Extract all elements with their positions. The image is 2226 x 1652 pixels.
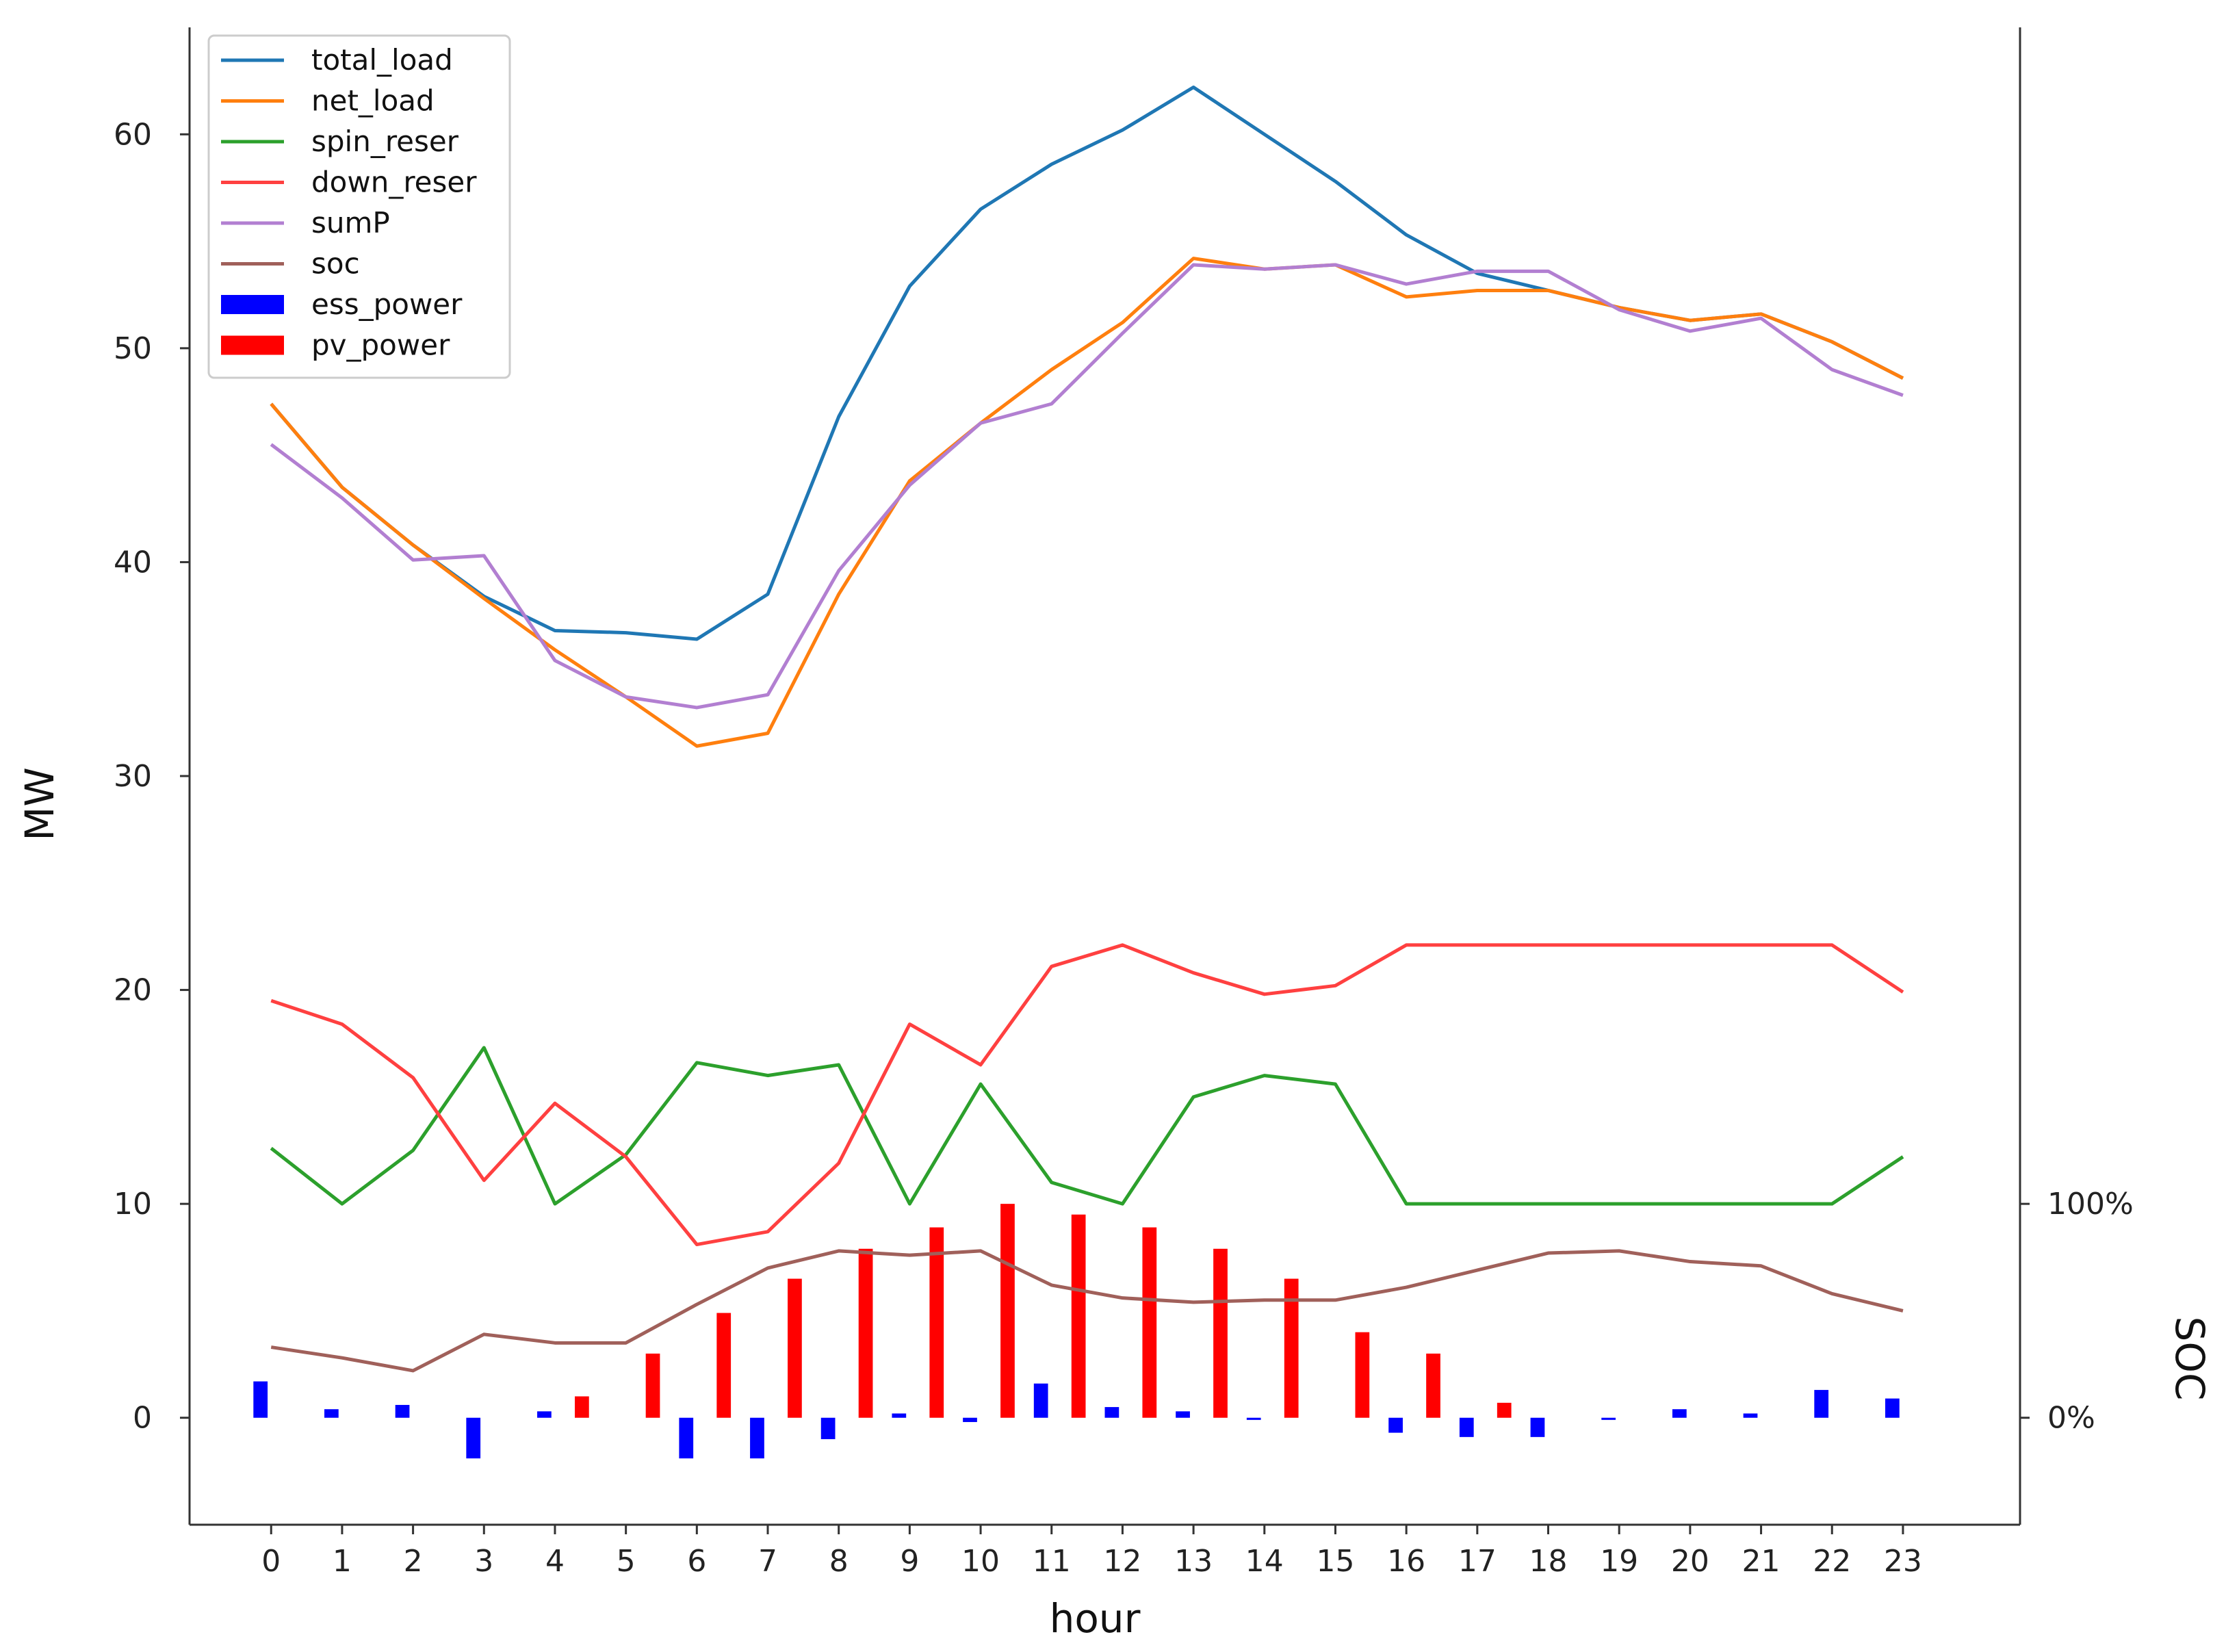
- x-axis-title: hour: [1050, 1595, 1141, 1642]
- ess_power-bar-4: [537, 1411, 552, 1418]
- x-tick-label-15: 15: [1316, 1544, 1354, 1579]
- x-tick-label-22: 22: [1813, 1544, 1851, 1579]
- y-tick-label-20: 20: [114, 973, 152, 1008]
- x-tick-label-12: 12: [1103, 1544, 1141, 1579]
- pv_power-bar-4: [574, 1396, 589, 1418]
- x-tick-label-7: 7: [758, 1544, 777, 1579]
- legend[interactable]: total_load net_load spin_reser down_resersu…: [207, 34, 511, 379]
- ess_power-bar-16: [1388, 1417, 1403, 1433]
- y-tick-label-30: 30: [114, 759, 152, 794]
- ess_power-bar-19: [1601, 1417, 1616, 1420]
- legend-swatch-pv_power: [221, 335, 284, 355]
- legend-label-total_load: total_load: [311, 43, 453, 77]
- y-tick-label-60: 60: [114, 117, 152, 152]
- pv_power-bar-12: [1142, 1227, 1157, 1418]
- pv_power-bar-15: [1355, 1332, 1370, 1418]
- pv_power-bar-8: [858, 1248, 873, 1418]
- x-tick-label-10: 10: [961, 1544, 1000, 1579]
- y-tick-label-40: 40: [114, 545, 152, 580]
- x-tick-label-16: 16: [1387, 1544, 1425, 1579]
- legend-label-net_load: net_load: [311, 84, 435, 118]
- legend-label-ess_power: ess_power: [311, 287, 463, 321]
- ess_power-bar-17: [1459, 1417, 1474, 1437]
- ess_power-bar-9: [892, 1413, 907, 1418]
- pv_power-bar-9: [929, 1227, 944, 1418]
- spin_reser-line: [270, 1046, 1904, 1206]
- y-tick-label-10: 10: [114, 1187, 152, 1222]
- x-tick-label-11: 11: [1033, 1544, 1071, 1579]
- ess_power-bar-3: [466, 1417, 481, 1459]
- pv_power-bar-14: [1284, 1278, 1299, 1418]
- y2-tick-label-10: 100%: [2047, 1187, 2134, 1222]
- pv_power-bar-5: [645, 1353, 660, 1418]
- x-tick-label-1: 1: [333, 1544, 352, 1579]
- pv_power-bar-11: [1071, 1214, 1086, 1418]
- bars-layer: [253, 1204, 1900, 1459]
- legend-label-down_reser: down_reser: [311, 166, 477, 199]
- x-tick-label-6: 6: [687, 1544, 706, 1579]
- soc-line: [270, 1249, 1904, 1373]
- legend-label-sumP: sumP: [311, 206, 390, 240]
- y2-axis-title: SOC: [2166, 1317, 2213, 1401]
- ess_power-bar-2: [395, 1404, 410, 1418]
- sumP-line: [270, 263, 1904, 710]
- x-tick-label-20: 20: [1671, 1544, 1709, 1579]
- x-tick-label-13: 13: [1174, 1544, 1213, 1579]
- legend-label-soc: soc: [311, 247, 360, 281]
- ess_power-bar-1: [324, 1409, 339, 1418]
- total_load-line: [270, 86, 1904, 641]
- pv_power-bar-7: [788, 1278, 802, 1418]
- ess_power-bar-23: [1885, 1398, 1900, 1418]
- ess_power-bar-6: [679, 1417, 694, 1459]
- lines-layer: [270, 86, 1904, 1373]
- y-axis-title: MW: [16, 767, 63, 840]
- x-tick-label-18: 18: [1529, 1544, 1568, 1579]
- pv_power-bar-16: [1426, 1353, 1440, 1418]
- y2-tick-label-0: 0%: [2047, 1401, 2095, 1436]
- x-tick-label-2: 2: [404, 1544, 423, 1579]
- x-tick-label-23: 23: [1884, 1544, 1922, 1579]
- x-tick-label-21: 21: [1742, 1544, 1781, 1579]
- x-tick-label-8: 8: [829, 1544, 849, 1579]
- x-tick-label-9: 9: [900, 1544, 919, 1579]
- ess_power-bar-0: [253, 1381, 268, 1418]
- x-tick-label-17: 17: [1458, 1544, 1497, 1579]
- pv_power-bar-10: [1000, 1204, 1015, 1418]
- pv_power-bar-17: [1497, 1402, 1512, 1418]
- x-tick-label-5: 5: [617, 1544, 636, 1579]
- x-tick-label-0: 0: [261, 1544, 281, 1579]
- ess_power-bar-12: [1104, 1407, 1120, 1418]
- ess_power-bar-8: [820, 1417, 836, 1439]
- ess_power-bar-21: [1743, 1413, 1758, 1418]
- pv_power-bar-6: [716, 1313, 732, 1418]
- pv_power-bar-13: [1213, 1248, 1228, 1418]
- y-tick-label-0: 0: [133, 1401, 152, 1436]
- ess_power-bar-7: [750, 1417, 764, 1459]
- y-tick-label-50: 50: [114, 331, 152, 366]
- ess_power-bar-22: [1814, 1390, 1829, 1418]
- x-tick-label-3: 3: [474, 1544, 493, 1579]
- ess_power-bar-20: [1672, 1409, 1687, 1418]
- ess_power-bar-18: [1530, 1417, 1545, 1437]
- legend-label-pv_power: pv_power: [311, 328, 450, 362]
- ess_power-bar-13: [1176, 1411, 1190, 1418]
- legend-swatch-ess_power: [221, 295, 284, 314]
- x-tick-label-19: 19: [1600, 1544, 1638, 1579]
- ess_power-bar-14: [1246, 1417, 1261, 1420]
- net_load-line: [270, 257, 1904, 748]
- legend-frame: [207, 34, 511, 379]
- down_reser-line: [270, 943, 1904, 1247]
- ess_power-bar-11: [1033, 1383, 1048, 1418]
- x-tick-label-14: 14: [1245, 1544, 1284, 1579]
- legend-label-spin_reser: spin_reser: [311, 125, 459, 158]
- x-tick-label-4: 4: [545, 1544, 565, 1579]
- ess_power-bar-10: [963, 1417, 977, 1422]
